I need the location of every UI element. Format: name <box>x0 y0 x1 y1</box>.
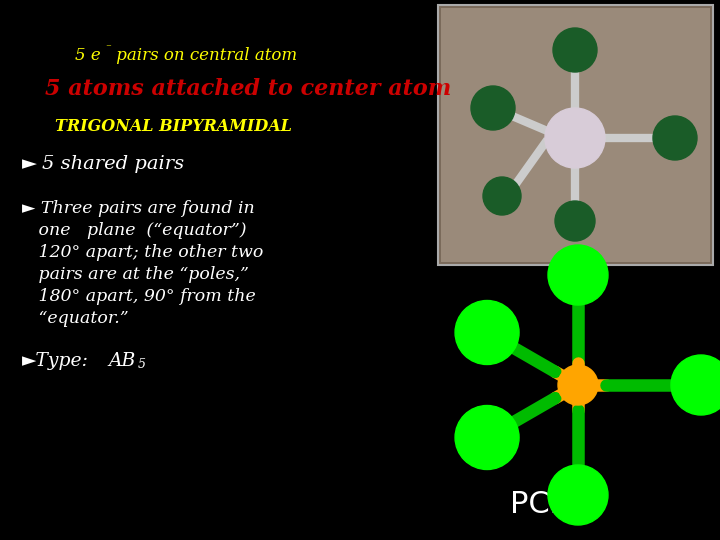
Circle shape <box>548 465 608 525</box>
Circle shape <box>471 86 515 130</box>
Text: one   plane  (“equator”): one plane (“equator”) <box>22 222 246 239</box>
Text: 120° apart; the other two: 120° apart; the other two <box>22 244 264 261</box>
Circle shape <box>558 365 598 405</box>
Circle shape <box>483 177 521 215</box>
Circle shape <box>553 28 597 72</box>
Text: AB: AB <box>108 352 135 370</box>
Circle shape <box>455 300 519 364</box>
Text: 5: 5 <box>554 497 567 516</box>
Text: pairs are at the “poles,”: pairs are at the “poles,” <box>22 266 249 283</box>
Text: ► Three pairs are found in: ► Three pairs are found in <box>22 200 255 217</box>
Circle shape <box>548 245 608 305</box>
Circle shape <box>455 406 519 469</box>
Text: “equator.”: “equator.” <box>22 310 129 327</box>
Circle shape <box>545 108 605 168</box>
FancyBboxPatch shape <box>438 5 713 265</box>
FancyBboxPatch shape <box>441 8 710 262</box>
Text: 5 atoms attached to center atom: 5 atoms attached to center atom <box>45 78 451 100</box>
Text: pairs on central atom: pairs on central atom <box>111 47 297 64</box>
Text: TRIGONAL BIPYRAMIDAL: TRIGONAL BIPYRAMIDAL <box>55 118 292 135</box>
Text: ►: ► <box>22 155 37 173</box>
Text: 5 e: 5 e <box>75 47 101 64</box>
Circle shape <box>555 201 595 241</box>
Text: 5: 5 <box>138 358 146 371</box>
Text: ►Type:: ►Type: <box>22 352 89 370</box>
Text: ⁻: ⁻ <box>105 43 111 53</box>
Circle shape <box>671 355 720 415</box>
Text: 5 shared pairs: 5 shared pairs <box>42 155 184 173</box>
Text: 180° apart, 90° from the: 180° apart, 90° from the <box>22 288 256 305</box>
Text: PCl: PCl <box>510 490 558 519</box>
Circle shape <box>653 116 697 160</box>
